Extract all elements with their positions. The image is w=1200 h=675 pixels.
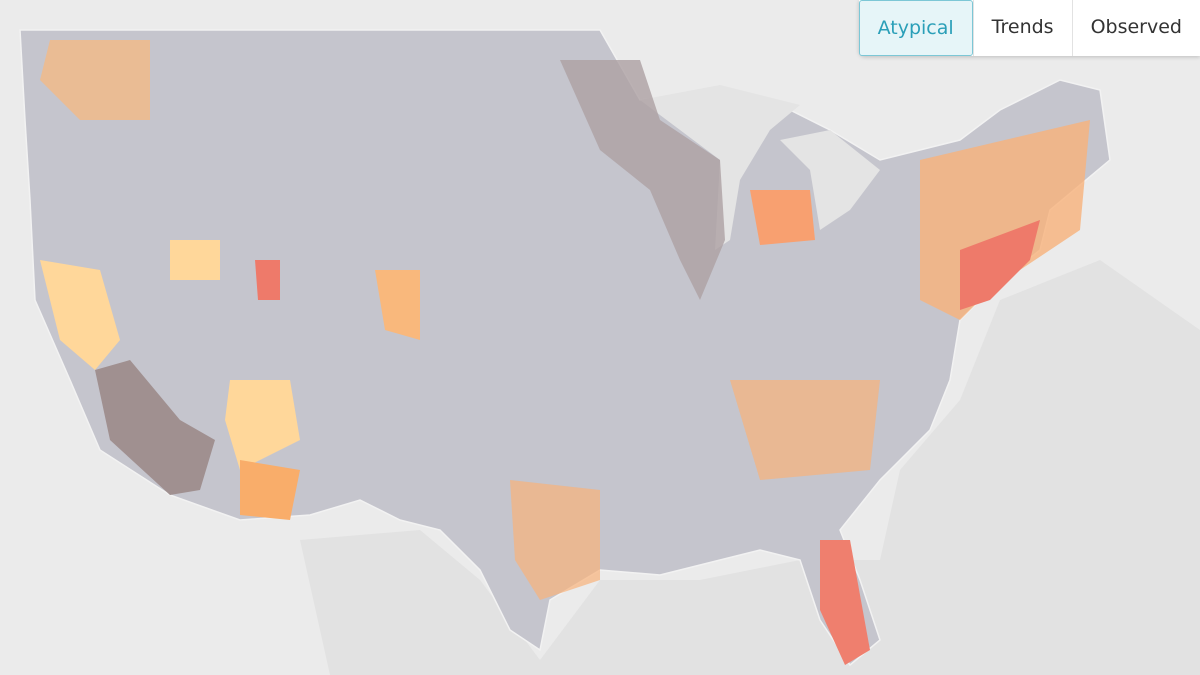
county-highlights [40, 40, 1090, 665]
region-red [255, 260, 280, 300]
region-red [820, 540, 870, 665]
region-orange [375, 270, 420, 340]
region-orange [730, 380, 880, 480]
region-yellow [225, 380, 300, 470]
region-yellow [40, 260, 120, 370]
region-brown [95, 360, 215, 495]
region-brown [560, 60, 725, 300]
tab-atypical[interactable]: Atypical [858, 0, 973, 56]
great-lakes [780, 130, 880, 230]
region-orange [750, 190, 815, 245]
region-red [960, 220, 1040, 310]
region-orange [40, 40, 150, 120]
tab-observed[interactable]: Observed [1071, 0, 1200, 56]
region-orange [240, 460, 300, 520]
view-tabs: Atypical Trends Observed [858, 0, 1200, 56]
region-yellow [170, 240, 220, 280]
region-orange [510, 480, 600, 600]
tab-trends[interactable]: Trends [972, 0, 1072, 56]
